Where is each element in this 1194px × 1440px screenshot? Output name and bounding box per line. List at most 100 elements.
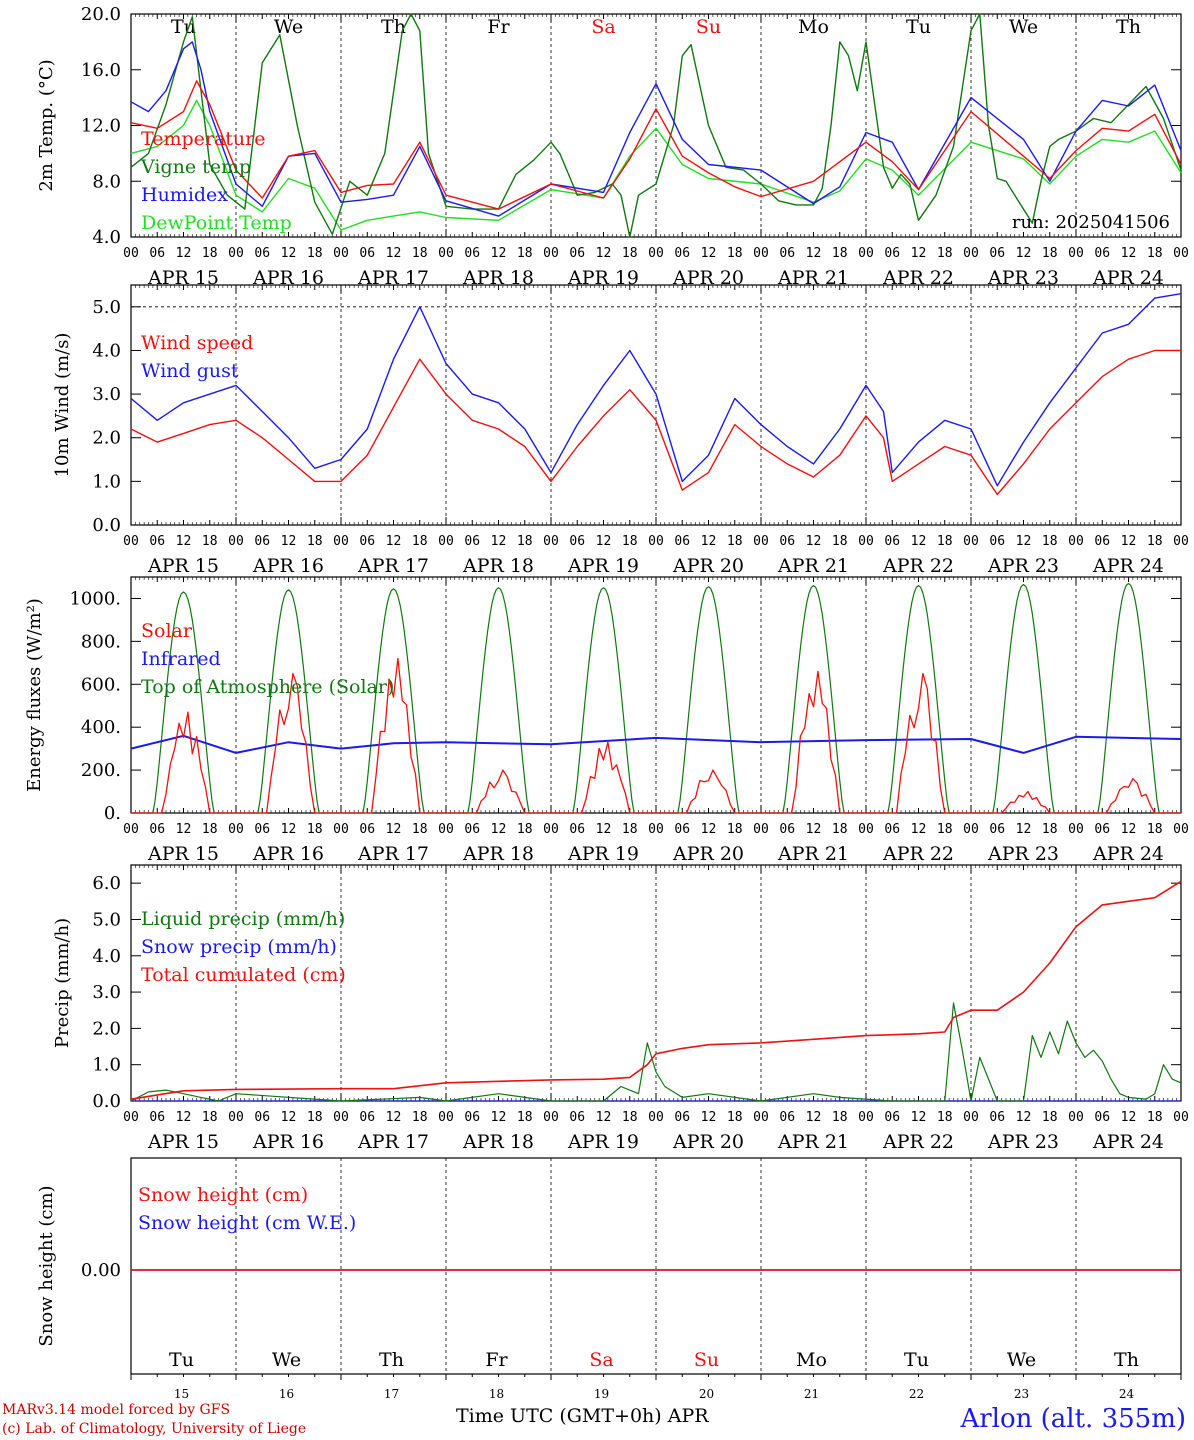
hour-tick-label: 00 [963, 1110, 979, 1125]
hour-tick-label: 06 [989, 246, 1005, 261]
series-humidex [130, 41, 1182, 217]
hour-tick-label: 12 [281, 1110, 297, 1125]
date-label: APR 23 [987, 555, 1059, 577]
series-temperature [130, 80, 1182, 210]
hour-tick-label: 12 [911, 1110, 927, 1125]
hour-tick-label: 18 [937, 822, 953, 837]
hour-tick-label: 06 [359, 246, 375, 261]
hour-tick-label: 18 [1042, 534, 1058, 549]
hour-tick-label: 12 [596, 1110, 612, 1125]
hour-tick-label: 06 [254, 1110, 270, 1125]
y-axis-label: Precip (mm/h) [52, 918, 73, 1048]
hour-tick-label: 06 [1094, 534, 1110, 549]
hour-tick-label: 00 [543, 822, 559, 837]
date-label: APR 15 [147, 843, 219, 865]
date-label: APR 17 [357, 555, 429, 577]
hour-tick-label: 06 [884, 246, 900, 261]
hour-tick-label: 00 [543, 246, 559, 261]
hour-tick-label: 00 [648, 822, 664, 837]
hour-tick-label: 12 [491, 534, 507, 549]
day-name: We [272, 1349, 301, 1371]
date-label: APR 19 [567, 555, 639, 577]
hour-tick-label: 00 [123, 534, 139, 549]
hour-tick-label: 12 [491, 246, 507, 261]
hour-tick-label: 06 [254, 534, 270, 549]
hour-tick-label: 00 [753, 246, 769, 261]
day-name: Sa [589, 1349, 613, 1371]
date-label: APR 16 [252, 843, 324, 865]
date-label: APR 23 [987, 1131, 1059, 1153]
hour-tick-label: 12 [911, 246, 927, 261]
day-name: Tu [169, 1349, 194, 1371]
date-label: APR 22 [882, 267, 954, 289]
date-label: APR 21 [777, 843, 849, 865]
y-tick-label: 3.0 [92, 384, 121, 405]
hour-tick-label: 00 [438, 534, 454, 549]
hour-tick-label: 06 [359, 534, 375, 549]
day-name: Fr [487, 16, 510, 38]
series-wind-gust [130, 293, 1182, 487]
hour-tick-label: 12 [491, 1110, 507, 1125]
hour-tick-label: 18 [202, 534, 218, 549]
day-number: 20 [699, 1387, 714, 1401]
hour-tick-label: 18 [1042, 822, 1058, 837]
hour-tick-label: 06 [359, 822, 375, 837]
date-label: APR 19 [567, 1131, 639, 1153]
legend-infrared: Infrared [141, 648, 221, 670]
hour-tick-label: 18 [517, 1110, 533, 1125]
hour-tick-label: 18 [1042, 1110, 1058, 1125]
date-label: APR 24 [1092, 555, 1164, 577]
hour-tick-label: 12 [596, 822, 612, 837]
hour-tick-label: 06 [1094, 1110, 1110, 1125]
hour-tick-label: 12 [1121, 534, 1137, 549]
hour-tick-label: 12 [1016, 246, 1032, 261]
y-tick-label: 800. [81, 631, 121, 652]
date-label: APR 16 [252, 1131, 324, 1153]
date-label: APR 23 [987, 843, 1059, 865]
day-name: Tu [906, 16, 931, 38]
hour-tick-label: 12 [281, 246, 297, 261]
hour-tick-label: 00 [963, 246, 979, 261]
y-tick-label: 1.0 [92, 1055, 121, 1076]
hour-tick-label: 00 [123, 1110, 139, 1125]
hour-tick-label: 18 [937, 246, 953, 261]
day-name: Mo [796, 1349, 827, 1371]
day-name: Mo [798, 16, 829, 38]
hour-tick-label: 06 [674, 1110, 690, 1125]
date-label: APR 19 [567, 843, 639, 865]
hour-tick-label: 18 [412, 246, 428, 261]
date-label: APR 18 [462, 267, 534, 289]
hour-tick-label: 12 [1121, 246, 1137, 261]
hour-tick-label: 18 [1147, 246, 1163, 261]
day-number: 24 [1119, 1387, 1135, 1401]
date-label: APR 24 [1092, 843, 1164, 865]
hour-tick-label: 06 [464, 822, 480, 837]
y-tick-label: 6.0 [92, 873, 121, 894]
hour-tick-label: 00 [228, 1110, 244, 1125]
series-infrared [130, 734, 1182, 754]
legend-snow-height-cm-w-e-: Snow height (cm W.E.) [138, 1212, 356, 1234]
hour-tick-label: 18 [832, 534, 848, 549]
hour-tick-label: 12 [911, 534, 927, 549]
day-name: Th [1116, 16, 1141, 38]
hour-tick-label: 00 [1068, 246, 1084, 261]
hour-tick-label: 18 [517, 246, 533, 261]
hour-tick-label: 12 [386, 246, 402, 261]
date-label: APR 16 [252, 555, 324, 577]
date-label: APR 15 [147, 555, 219, 577]
hour-tick-label: 12 [176, 1110, 192, 1125]
hour-tick-label: 18 [727, 822, 743, 837]
legend-dewpoint-temp: DewPoint Temp [141, 212, 292, 234]
hour-tick-label: 06 [1094, 246, 1110, 261]
hour-tick-label: 00 [648, 534, 664, 549]
date-label: APR 15 [147, 267, 219, 289]
hour-tick-label: 12 [806, 534, 822, 549]
hour-tick-label: 18 [622, 1110, 638, 1125]
y-tick-label: 200. [81, 760, 121, 781]
y-tick-label: 3.0 [92, 982, 121, 1003]
date-label: APR 18 [462, 843, 534, 865]
hour-tick-label: 18 [832, 822, 848, 837]
hour-tick-label: 00 [1173, 1110, 1189, 1125]
hour-tick-label: 00 [543, 1110, 559, 1125]
date-label: APR 22 [882, 843, 954, 865]
